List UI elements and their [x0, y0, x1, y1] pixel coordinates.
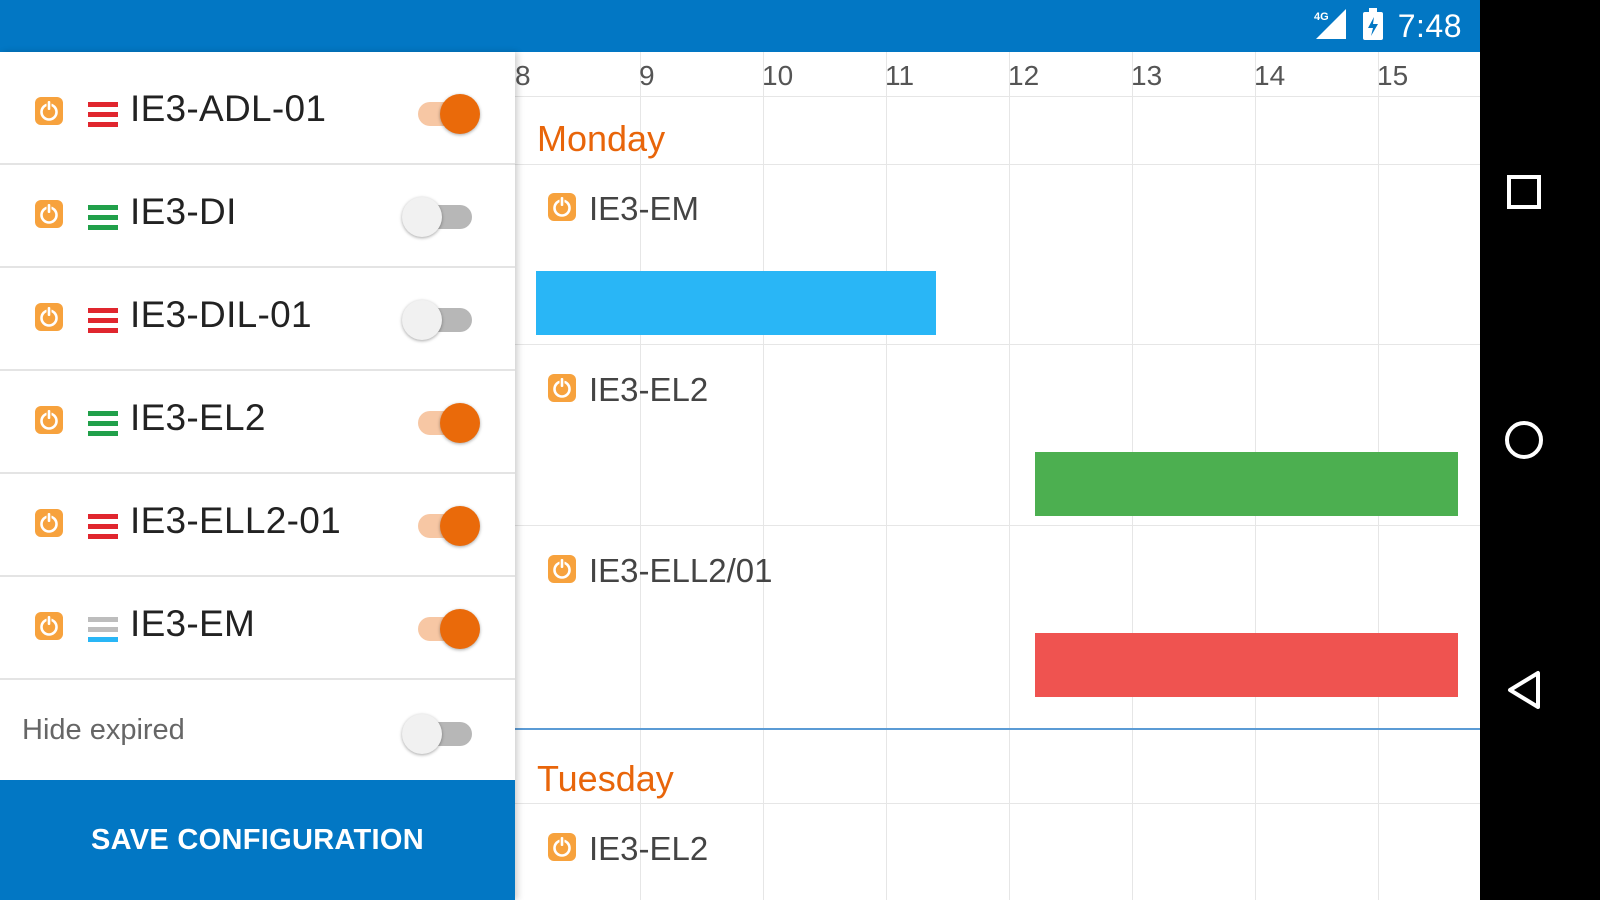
- hour-label: 11: [885, 60, 915, 91]
- power-icon: [34, 611, 64, 646]
- toggle-knob: [402, 714, 442, 754]
- power-icon: [547, 832, 577, 867]
- status-lines-icon: [88, 205, 118, 235]
- status-time: 7:48: [1397, 7, 1462, 44]
- schedule-bar[interactable]: [1034, 633, 1458, 697]
- hour-gridline: [640, 52, 641, 900]
- recent-apps-button[interactable]: [1480, 152, 1568, 232]
- status-lines-icon: [88, 411, 118, 441]
- hide-expired-row: Hide expired: [0, 680, 515, 780]
- device-name: IE3-EL2: [130, 397, 266, 438]
- hide-expired-label: Hide expired: [22, 714, 185, 746]
- back-button[interactable]: [1480, 650, 1568, 730]
- power-icon: [34, 199, 64, 234]
- schedule-item-title[interactable]: IE3-EL2: [547, 829, 708, 869]
- power-icon: [547, 373, 577, 408]
- device-name: IE3-ELL2-01: [130, 500, 342, 541]
- status-lines-icon: [88, 102, 118, 132]
- device-enable-toggle[interactable]: [402, 197, 474, 237]
- device-row[interactable]: IE3-EL2: [0, 369, 515, 474]
- row-gridline: [515, 164, 1480, 165]
- schedule-item-title[interactable]: IE3-EL2: [547, 370, 708, 410]
- power-icon: [547, 554, 577, 589]
- status-lines-icon: [88, 308, 118, 338]
- power-icon: [34, 302, 64, 337]
- schedule-device-name: IE3-EL2: [589, 371, 709, 408]
- app-content: IE3-ADL-01 IE3-DI IE3-DIL-01 IE3-EL2 IE3-ELL…: [0, 52, 1480, 900]
- status-lines-icon: [88, 617, 118, 647]
- device-enable-toggle[interactable]: [410, 94, 480, 134]
- day-label: Monday: [537, 118, 666, 159]
- device-row[interactable]: IE3-DI: [0, 163, 515, 268]
- home-button[interactable]: [1480, 400, 1568, 480]
- schedule-item-title[interactable]: IE3-EM: [547, 189, 699, 229]
- status-lines-icon: [88, 514, 118, 544]
- save-configuration-button[interactable]: SAVE CONFIGURATION: [0, 780, 515, 900]
- status-bar: 4G 7:48: [0, 0, 1480, 52]
- schedule-timeline[interactable]: 8 9 10 11 12 13 14 15 Monday IE3-EM IE3-EL2 IE3-ELL…: [515, 52, 1480, 900]
- device-enable-toggle[interactable]: [410, 506, 480, 546]
- toggle-knob: [440, 506, 480, 546]
- power-icon: [547, 192, 577, 227]
- row-gridline: [515, 803, 1480, 804]
- power-icon: [34, 405, 64, 440]
- row-gridline: [515, 344, 1480, 345]
- day-label: Tuesday: [537, 758, 674, 799]
- day-separator: [515, 728, 1480, 730]
- device-name: IE3-EM: [130, 603, 256, 644]
- hour-label: 12: [1008, 60, 1040, 91]
- hour-label: 10: [762, 60, 794, 91]
- svg-text:4G: 4G: [1314, 11, 1329, 23]
- hour-label: 15: [1377, 60, 1409, 91]
- power-icon: [34, 508, 64, 543]
- device-row[interactable]: IE3-EM: [0, 575, 515, 680]
- toggle-knob: [402, 300, 442, 340]
- hour-gridline: [886, 52, 887, 900]
- device-name: IE3-DIL-01: [130, 294, 312, 335]
- navigation-bar: [1480, 0, 1600, 900]
- hour-label: 9: [639, 60, 655, 91]
- hour-gridline: [763, 52, 764, 900]
- device-config-panel: IE3-ADL-01 IE3-DI IE3-DIL-01 IE3-EL2 IE3-ELL…: [0, 52, 515, 900]
- row-gridline: [515, 96, 1480, 97]
- battery-charging-icon: [1362, 7, 1384, 46]
- device-enable-toggle[interactable]: [402, 300, 474, 340]
- signal-4g-icon: 4G: [1312, 7, 1348, 46]
- schedule-device-name: IE3-ELL2/01: [589, 552, 773, 589]
- schedule-bar[interactable]: [536, 271, 937, 335]
- back-triangle-icon: [1508, 671, 1540, 709]
- square-icon: [1507, 175, 1541, 209]
- hour-label: 13: [1131, 60, 1163, 91]
- device-row[interactable]: IE3-ADL-01: [0, 60, 515, 165]
- schedule-item-title[interactable]: IE3-ELL2/01: [547, 551, 772, 591]
- hour-gridline: [1009, 52, 1010, 900]
- device-row[interactable]: IE3-DIL-01: [0, 266, 515, 371]
- device-enable-toggle[interactable]: [410, 403, 480, 443]
- toggle-knob: [440, 609, 480, 649]
- row-gridline: [515, 525, 1480, 526]
- hour-label: 14: [1254, 60, 1286, 91]
- toggle-knob: [402, 197, 442, 237]
- device-enable-toggle[interactable]: [410, 609, 480, 649]
- device-name: IE3-DI: [130, 191, 237, 232]
- circle-icon: [1505, 421, 1543, 459]
- device-row[interactable]: IE3-ELL2-01: [0, 472, 515, 577]
- hide-expired-toggle[interactable]: [402, 714, 474, 754]
- device-name: IE3-ADL-01: [130, 88, 327, 129]
- schedule-device-name: IE3-EM: [589, 190, 700, 227]
- toggle-knob: [440, 403, 480, 443]
- schedule-device-name: IE3-EL2: [589, 830, 709, 867]
- power-icon: [34, 96, 64, 131]
- toggle-knob: [440, 94, 480, 134]
- hour-label: 8: [515, 60, 531, 91]
- schedule-bar[interactable]: [1034, 452, 1458, 516]
